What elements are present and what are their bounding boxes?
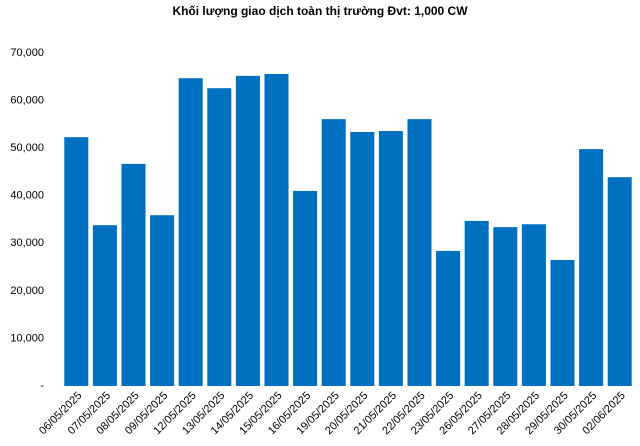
y-tick-label: 30,000 xyxy=(10,237,44,249)
y-tick-label: 60,000 xyxy=(10,94,44,106)
bar xyxy=(150,215,175,386)
bar xyxy=(293,190,318,386)
bar xyxy=(178,78,203,386)
bar xyxy=(550,259,575,386)
y-tick-label: 40,000 xyxy=(10,190,44,202)
bar xyxy=(235,75,260,386)
bar xyxy=(207,88,232,387)
y-tick-label: 70,000 xyxy=(10,47,44,59)
bar xyxy=(579,149,604,386)
bar xyxy=(92,225,117,386)
bar xyxy=(436,250,461,386)
bar xyxy=(64,137,89,386)
bar xyxy=(464,220,489,386)
y-tick-label: 20,000 xyxy=(10,285,44,297)
bar xyxy=(264,73,289,386)
y-tick-label: 50,000 xyxy=(10,142,44,154)
bar xyxy=(378,131,403,386)
chart-title: Khối lượng giao dịch toàn thị trường Đvt… xyxy=(172,4,468,18)
bar xyxy=(321,119,346,387)
bar xyxy=(607,177,632,386)
bar xyxy=(121,163,146,386)
bar xyxy=(521,224,546,386)
bar xyxy=(350,131,375,386)
y-tick-label: 10,000 xyxy=(10,332,44,344)
bar xyxy=(407,119,432,387)
bar xyxy=(493,227,518,386)
y-tick-label: - xyxy=(40,380,44,392)
